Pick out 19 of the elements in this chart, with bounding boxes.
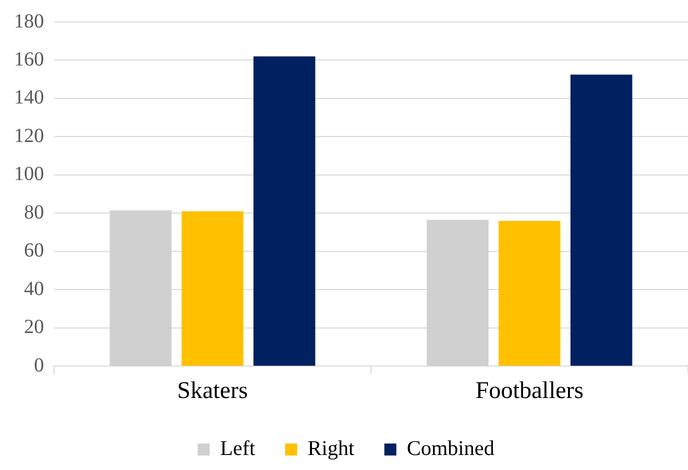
legend-label: Left <box>220 436 256 460</box>
y-tick-label: 140 <box>14 86 44 109</box>
y-tick-label: 160 <box>14 48 44 70</box>
y-tick-label: 0 <box>34 354 44 376</box>
y-tick-label: 40 <box>24 278 44 300</box>
legend-label: Combined <box>406 436 495 460</box>
bar <box>570 74 632 366</box>
bar <box>253 56 316 366</box>
legend-label: Right <box>308 436 354 460</box>
y-tick-label: 120 <box>14 124 44 147</box>
y-tick-label: 60 <box>24 240 44 262</box>
bar <box>182 211 244 366</box>
x-tick-label: Footballers <box>476 378 584 404</box>
y-tick-label: 20 <box>24 316 44 338</box>
y-tick-label: 80 <box>24 201 44 224</box>
x-tick-label: Skaters <box>177 378 248 404</box>
y-tick-label: 100 <box>14 163 44 186</box>
bar <box>498 220 560 366</box>
y-tick-label: 180 <box>14 10 44 32</box>
